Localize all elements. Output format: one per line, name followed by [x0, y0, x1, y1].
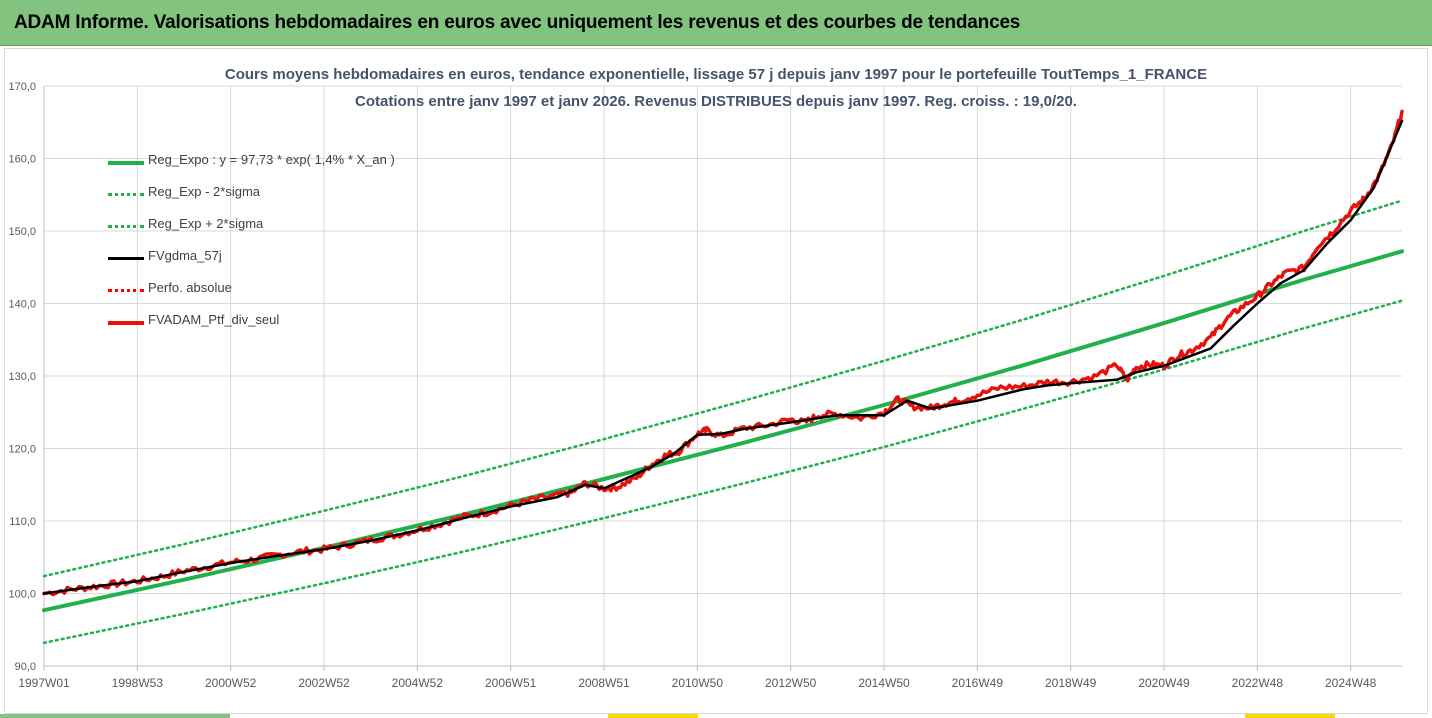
chart-subtitle: Cotations entre janv 1997 et janv 2026. … [355, 93, 1077, 110]
bottom-strip-left [0, 714, 230, 718]
report-banner: ADAM Informe. Valorisations hebdomadaire… [0, 0, 1432, 46]
bottom-strip-right [1245, 714, 1335, 718]
x-tick-label: 1997W01 [18, 676, 70, 690]
x-tick-label: 2016W49 [952, 676, 1004, 690]
series-reg-exp-minus-2sigma [42, 299, 1404, 645]
x-tick-label: 2000W52 [205, 676, 257, 690]
y-tick-label: 90,0 [15, 661, 36, 673]
y-tick-label: 150,0 [8, 226, 36, 238]
legend-swatch-reg-exp-minus [108, 193, 144, 196]
x-tick-label: 2020W49 [1138, 676, 1190, 690]
x-tick-label: 2018W49 [1045, 676, 1097, 690]
legend-label-perfo-absolue: Perfo. absolue [148, 280, 232, 295]
y-tick-label: 120,0 [8, 444, 36, 456]
legend-label-fvadam: FVADAM_Ptf_div_seul [148, 312, 280, 327]
y-tick-label: 140,0 [8, 299, 36, 311]
x-tick-label: 2004W52 [392, 676, 444, 690]
chart-title: Cours moyens hebdomadaires en euros, ten… [224, 66, 1208, 83]
legend-label-reg-expo: Reg_Expo : y = 97,73 * exp( 1,4% * X_an … [148, 152, 395, 167]
y-tick-label: 110,0 [9, 516, 36, 528]
y-tick-label: 170,0 [8, 81, 36, 93]
legend-label-reg-exp-plus: Reg_Exp + 2*sigma [148, 216, 264, 231]
x-tick-label: 2024W48 [1325, 676, 1377, 690]
series-reg-expo [42, 249, 1404, 613]
y-tick-label: 130,0 [8, 371, 36, 383]
x-tick-label: 2006W51 [485, 676, 537, 690]
legend-swatch-reg-expo [108, 161, 144, 165]
x-tick-label: 2022W48 [1232, 676, 1284, 690]
legend-swatch-reg-exp-plus [108, 225, 144, 228]
legend-swatch-fvgdma [108, 257, 144, 260]
series-fvgdma-57j [42, 119, 1404, 595]
x-tick-label: 2014W50 [858, 676, 910, 690]
y-tick-label: 160,0 [8, 154, 36, 166]
legend-swatch-perfo-absolue [108, 289, 144, 292]
legend-label-reg-exp-minus: Reg_Exp - 2*sigma [148, 184, 260, 199]
x-tick-label: 2012W50 [765, 676, 817, 690]
report-title: ADAM Informe. Valorisations hebdomadaire… [14, 12, 1021, 33]
x-tick-label: 2002W52 [298, 676, 350, 690]
legend-swatch-fvadam [108, 321, 144, 325]
series-reg-exp-plus-2sigma [42, 199, 1404, 578]
x-tick-label: 1998W53 [112, 676, 164, 690]
legend-label-fvgdma: FVgdma_57j [148, 248, 222, 263]
bottom-strip-mid [608, 714, 698, 718]
x-tick-label: 2010W50 [672, 676, 724, 690]
y-tick-label: 100,0 [8, 589, 36, 601]
series-layer [42, 109, 1404, 645]
x-tick-label: 2008W51 [578, 676, 630, 690]
axis-layer: 90,0 100,0 110,0 120,0 130,0 140,0 150,0 160,0 1… [8, 81, 1402, 690]
grid-layer [43, 85, 1402, 667]
